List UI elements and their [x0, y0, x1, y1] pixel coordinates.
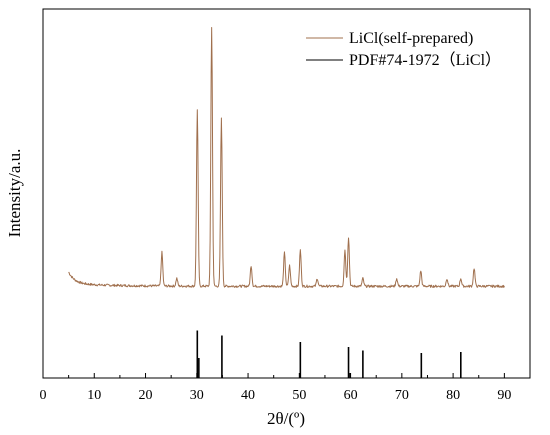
- reference-sticks: [196, 330, 462, 378]
- plot-frame: [42, 8, 531, 379]
- legend-label-sample: LiCl(self-prepared): [349, 30, 473, 47]
- sample-pattern-line: [68, 27, 505, 288]
- legend: LiCl(self-prepared) PDF#74-1972（LiCl）: [306, 30, 501, 69]
- x-tick-label-7: 70: [395, 388, 409, 403]
- x-tick-label-2: 20: [139, 388, 153, 403]
- x-tick-label-6: 60: [344, 388, 358, 403]
- x-axis-ticks: 0 10 20 30 40 50 60 70 80 90: [40, 373, 511, 403]
- legend-label-reference: PDF#74-1972（LiCl）: [349, 51, 501, 69]
- x-tick-label-3: 30: [190, 388, 204, 403]
- x-tick-label-9: 90: [497, 388, 511, 403]
- y-axis-title: Intensity/a.u.: [5, 149, 24, 238]
- x-tick-label-8: 80: [446, 388, 460, 403]
- x-tick-label-1: 10: [87, 388, 101, 403]
- x-tick-label-5: 50: [292, 388, 306, 403]
- x-axis-title: 2θ/(º): [267, 409, 305, 428]
- x-tick-label-4: 40: [241, 388, 255, 403]
- x-tick-label-0: 0: [40, 388, 47, 403]
